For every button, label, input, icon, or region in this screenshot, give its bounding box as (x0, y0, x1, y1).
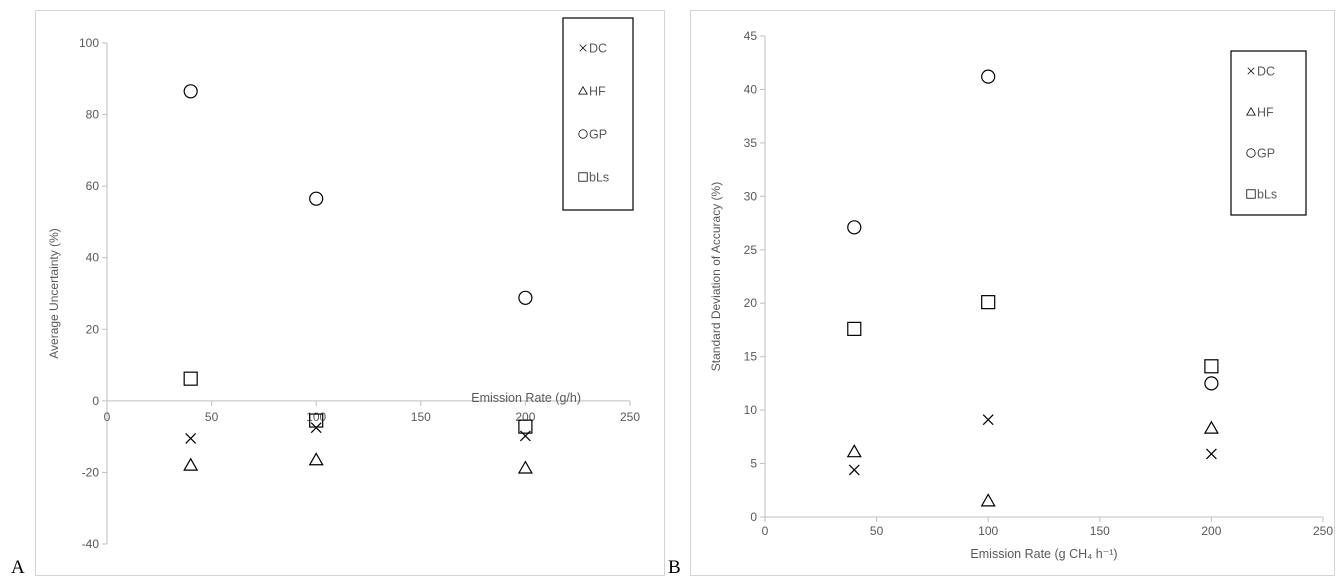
chart-panel-a: -40 -20 0 20 40 60 80 100 0 50 100 150 200 250 Emissio… (35, 10, 665, 576)
legend-box-a (562, 17, 634, 211)
y-tick-label-a: 60 (86, 179, 100, 193)
legend-label: GP (1257, 147, 1275, 161)
legend-label: HF (1257, 106, 1274, 120)
y-axis-title-b: Standard Deviation of Accuracy (%) (709, 182, 723, 371)
series-hf-a (183, 452, 533, 474)
y-tick-label-b: 10 (744, 403, 758, 417)
point-dc (1205, 448, 1217, 460)
y-tick-label-a: 80 (86, 108, 100, 122)
point-dc (982, 414, 994, 426)
y-tick-label-b: 0 (750, 510, 757, 524)
point-bls (981, 295, 996, 310)
legend-a: DC HF GP bLs (562, 17, 634, 211)
x-tick-label-b: 250 (1313, 524, 1333, 538)
legend-item-hf: HF (578, 85, 606, 99)
point-hf (183, 457, 199, 471)
legend-item-gp: GP (578, 128, 607, 142)
y-tick-label-a: 0 (92, 394, 99, 408)
point-dc (310, 422, 322, 434)
series-dc-a (185, 422, 531, 444)
y-tick-label-b: 40 (744, 82, 758, 96)
legend-label: GP (589, 128, 607, 142)
point-dc (848, 464, 860, 476)
point-hf (980, 493, 996, 507)
y-tick-label-b: 35 (744, 136, 758, 150)
point-bls (183, 371, 198, 386)
chart-b-svg: 0 5 10 15 20 25 30 35 40 45 0 50 100 150 200 250 Emissio… (709, 29, 1333, 561)
legend-item-dc: DC (579, 42, 607, 56)
point-dc (519, 430, 531, 442)
point-gp (518, 290, 533, 305)
point-gp (309, 191, 324, 206)
point-hf (517, 460, 533, 474)
x-axis-title-b: Emission Rate (g CH₄ h⁻¹) (970, 547, 1117, 561)
series-gp-a (183, 84, 533, 305)
y-tick-label-a: -40 (82, 537, 100, 551)
x-axis-title-a: Emission Rate (g/h) (471, 391, 581, 405)
x-tick-label-b: 200 (1201, 524, 1221, 538)
legend-label: DC (589, 42, 607, 56)
x-tick-label-a: 250 (620, 410, 640, 424)
legend-marker-hf (578, 85, 588, 95)
series-hf-b (846, 420, 1219, 507)
x-tick-label-a: 100 (306, 410, 326, 424)
point-gp (981, 69, 996, 84)
y-tick-label-b: 25 (744, 243, 758, 257)
panel-letter-b: B (668, 557, 681, 578)
legend-marker-gp (578, 129, 588, 139)
series-dc-b (848, 414, 1217, 476)
point-dc (185, 433, 197, 444)
x-tick-label-b: 0 (762, 524, 769, 538)
point-hf (1203, 420, 1219, 434)
x-tick-label-a: 50 (205, 410, 219, 424)
legend-item-gp: GP (1246, 147, 1275, 161)
x-tick-label-a: 150 (411, 410, 431, 424)
legend-marker-dc (1247, 67, 1255, 75)
series-gp-b (847, 69, 1219, 391)
y-tick-label-a: 40 (86, 251, 100, 265)
legend-label: DC (1257, 65, 1275, 79)
legend-box-b (1230, 50, 1307, 216)
y-tick-label-a: 100 (79, 36, 99, 50)
y-tick-label-b: 20 (744, 296, 758, 310)
legend-label: bLs (589, 171, 609, 185)
legend-label: HF (589, 85, 606, 99)
x-tick-label-b: 50 (870, 524, 884, 538)
legend-marker-gp (1246, 148, 1256, 158)
y-tick-label-b: 5 (750, 457, 757, 471)
legend-item-bls: bLs (1246, 188, 1277, 202)
legend-label: bLs (1257, 188, 1277, 202)
point-bls (1204, 359, 1219, 374)
x-tick-label-a: 0 (104, 410, 111, 424)
legend-item-dc: DC (1247, 65, 1275, 79)
y-tick-label-a: -20 (82, 465, 100, 479)
point-bls (309, 413, 324, 428)
point-bls (847, 321, 862, 336)
series-bls-b (847, 295, 1219, 374)
point-gp (1204, 376, 1219, 391)
y-tick-label-a: 20 (86, 322, 100, 336)
x-tick-label-b: 150 (1090, 524, 1110, 538)
series-bls-a (183, 371, 533, 434)
point-gp (183, 84, 198, 99)
point-hf (308, 452, 324, 466)
legend-marker-bls (1246, 189, 1256, 199)
point-hf (846, 444, 862, 458)
legend-marker-dc (579, 44, 587, 52)
y-tick-label-b: 30 (744, 189, 758, 203)
chart-panel-b: 0 5 10 15 20 25 30 35 40 45 0 50 100 150 200 250 Emissio… (690, 10, 1335, 576)
y-tick-label-b: 45 (744, 29, 758, 43)
point-gp (847, 220, 862, 235)
y-tick-label-b: 15 (744, 350, 758, 364)
legend-marker-bls (578, 172, 588, 182)
legend-item-bls: bLs (578, 171, 609, 185)
point-bls (518, 419, 533, 434)
legend-marker-hf (1246, 106, 1256, 116)
panel-letter-a: A (11, 557, 25, 578)
legend-b: DC HF GP bLs (1230, 50, 1307, 216)
y-axis-title-a: Average Uncertainty (%) (47, 228, 61, 359)
legend-item-hf: HF (1246, 106, 1274, 120)
x-tick-label-b: 100 (978, 524, 998, 538)
